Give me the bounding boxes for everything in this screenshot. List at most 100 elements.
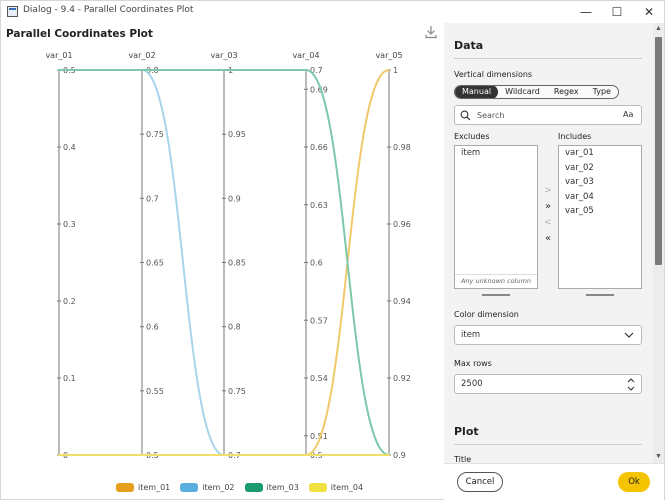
list-item[interactable]: var_04: [565, 191, 594, 202]
scroll-thumb[interactable]: [655, 37, 662, 265]
title-bar: Dialog - 9.4 - Parallel Coordinates Plot…: [1, 1, 664, 23]
dimension-mode-switch: Manual Wildcard Regex Type: [454, 85, 619, 99]
axis-label: var_02: [128, 51, 155, 60]
tick-label: 0.54: [310, 374, 328, 383]
tick-label: 0.96: [393, 220, 411, 229]
tick-label: 0.66: [310, 143, 328, 152]
axis-label: var_03: [210, 51, 237, 60]
move-buttons: > » < «: [542, 183, 554, 247]
ok-button[interactable]: Ok: [618, 472, 650, 492]
tick-label: 0.92: [393, 374, 411, 383]
download-icon[interactable]: [424, 25, 438, 39]
color-dimension-value: item: [461, 330, 481, 340]
list-item[interactable]: var_02: [565, 162, 594, 173]
includes-resize-handle[interactable]: [586, 294, 614, 296]
legend-item[interactable]: item_04: [308, 482, 364, 492]
close-button[interactable]: ✕: [643, 5, 655, 19]
tick-label: 0.7: [310, 66, 323, 75]
plot-title: Parallel Coordinates Plot: [6, 28, 153, 40]
tick-label: 0.75: [146, 130, 164, 139]
tick-label: 0.8: [228, 323, 241, 332]
vertical-dimensions-label: Vertical dimensions: [454, 70, 533, 79]
divider: [454, 58, 642, 59]
mode-regex[interactable]: Regex: [553, 87, 579, 96]
window-title: Dialog - 9.4 - Parallel Coordinates Plot: [23, 5, 194, 15]
scroll-up-icon[interactable]: ▲: [655, 25, 662, 32]
settings-panel: Data Vertical dimensions Manual Wildcard R…: [444, 23, 653, 463]
search-input[interactable]: [477, 109, 617, 122]
unknown-column-placeholder: Any unknown column: [455, 274, 537, 288]
series-line-item_03[interactable]: [58, 69, 390, 456]
tick-label: 0.3: [63, 220, 76, 229]
case-sensitive-toggle[interactable]: Aa: [623, 110, 634, 119]
search-icon: [460, 110, 471, 121]
tick-label: 0.51: [310, 432, 328, 441]
tick-label: 0.9: [228, 194, 241, 203]
legend-item[interactable]: item_02: [180, 482, 235, 492]
stepper-icon[interactable]: [625, 376, 637, 393]
tick-label: 0.94: [393, 297, 411, 306]
mode-type[interactable]: Type: [592, 87, 611, 96]
parallel-coordinates-chart: var_010.50.40.30.20.10var_020.80.750.70.…: [45, 51, 411, 460]
app-icon: [7, 6, 18, 17]
search-box: Aa: [454, 105, 642, 125]
tick-label: 1: [393, 66, 398, 75]
tick-label: 0.75: [228, 387, 246, 396]
mode-manual[interactable]: Manual: [455, 86, 499, 98]
legend-swatch: [116, 482, 134, 492]
legend-label: item_03: [266, 482, 299, 492]
title-label: Title: [454, 455, 472, 463]
mode-wildcard[interactable]: Wildcard: [505, 87, 540, 96]
tick-label: 0.7: [146, 194, 159, 203]
tick-label: 0.69: [310, 85, 328, 94]
tick-label: 0.63: [310, 201, 328, 210]
plot-section-title: Plot: [454, 425, 479, 438]
max-rows-label: Max rows: [454, 359, 492, 368]
tick-label: 0.6: [310, 259, 323, 268]
axis-label: var_04: [292, 51, 319, 60]
panel-scrollbar[interactable]: ▲ ▼: [653, 23, 664, 463]
includes-list[interactable]: var_01 var_02 var_03 var_04 var_05: [558, 145, 642, 289]
chart-legend: item_01 item_02 item_03 item_04: [116, 481, 363, 493]
chevron-down-icon: [624, 332, 634, 338]
tick-label: 0.65: [146, 259, 164, 268]
list-item[interactable]: var_03: [565, 177, 594, 187]
data-section-title: Data: [454, 39, 484, 52]
list-item[interactable]: var_01: [565, 148, 594, 158]
tick-label: 0.57: [310, 316, 328, 325]
move-all-left-button[interactable]: «: [544, 233, 552, 244]
tick-label: 0.1: [63, 374, 76, 383]
maximize-button[interactable]: ☐: [611, 5, 623, 19]
scroll-down-icon[interactable]: ▼: [655, 453, 662, 460]
tick-label: 0.85: [228, 259, 246, 268]
list-item[interactable]: var_05: [565, 206, 594, 216]
move-left-button[interactable]: <: [543, 217, 553, 228]
move-right-button[interactable]: >: [543, 185, 553, 196]
legend-label: item_02: [202, 482, 235, 492]
legend-label: item_01: [138, 482, 171, 492]
legend-item[interactable]: item_01: [116, 482, 171, 492]
cancel-button[interactable]: Cancel: [457, 472, 503, 492]
tick-label: 0.98: [393, 143, 411, 152]
axis-label: var_05: [375, 51, 402, 60]
move-all-right-button[interactable]: »: [544, 201, 552, 212]
excludes-list[interactable]: item Any unknown column: [454, 145, 538, 289]
tick-label: 0.4: [63, 143, 76, 152]
tick-label: 0.2: [63, 297, 76, 306]
legend-item[interactable]: item_03: [244, 482, 299, 492]
minimize-button[interactable]: —: [580, 5, 592, 19]
divider: [454, 444, 642, 445]
excludes-resize-handle[interactable]: [482, 294, 510, 296]
legend-label: item_04: [330, 482, 364, 492]
legend-swatch: [244, 482, 263, 492]
legend-swatch: [180, 482, 199, 492]
tick-label: 0.6: [146, 323, 159, 332]
legend-swatch: [308, 482, 327, 492]
color-dimension-select[interactable]: item: [454, 325, 642, 345]
list-item[interactable]: item: [461, 148, 481, 158]
includes-label: Includes: [558, 132, 592, 141]
tick-label: 0.55: [146, 387, 164, 396]
max-rows-input[interactable]: 2500: [454, 374, 642, 394]
tick-label: 0.9: [393, 451, 406, 460]
